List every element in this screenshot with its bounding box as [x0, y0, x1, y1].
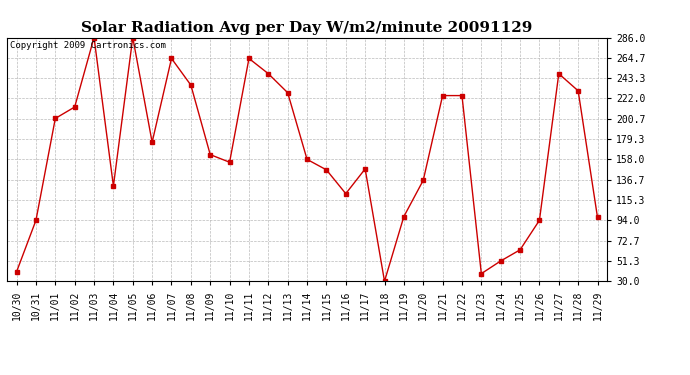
Text: Copyright 2009 Cartronics.com: Copyright 2009 Cartronics.com: [10, 41, 166, 50]
Title: Solar Radiation Avg per Day W/m2/minute 20091129: Solar Radiation Avg per Day W/m2/minute …: [81, 21, 533, 35]
